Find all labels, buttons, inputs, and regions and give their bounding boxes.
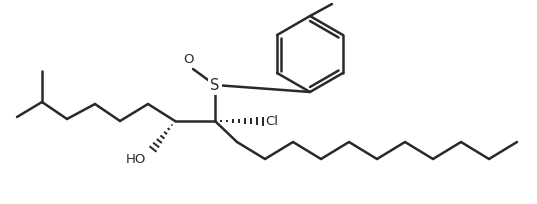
Text: Cl: Cl <box>265 115 278 128</box>
Text: S: S <box>211 78 220 93</box>
Text: O: O <box>184 53 194 66</box>
Text: HO: HO <box>126 153 146 166</box>
